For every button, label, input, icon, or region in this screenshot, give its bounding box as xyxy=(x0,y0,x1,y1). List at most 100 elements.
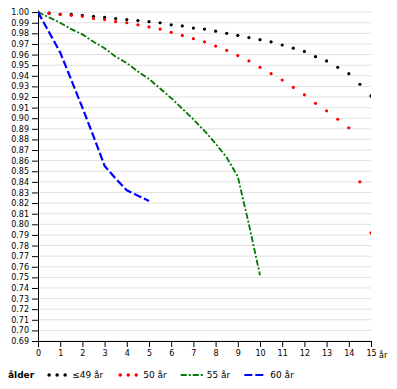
tick: 6 xyxy=(169,341,174,358)
point xyxy=(92,17,95,20)
tick-mark xyxy=(32,86,38,87)
axis-line xyxy=(38,11,39,342)
point xyxy=(192,26,195,29)
tick: 0.78 xyxy=(11,242,38,251)
tick-label: 14 xyxy=(344,349,354,358)
tick: 0.84 xyxy=(11,178,38,187)
tick: 0.93 xyxy=(11,82,38,91)
legend-marker xyxy=(55,373,59,377)
legend-item: 50 år xyxy=(118,370,167,380)
tick-label: 0.84 xyxy=(11,178,29,187)
grid-line xyxy=(38,341,371,342)
legend-item: 60 år xyxy=(244,370,294,380)
tick: 0.91 xyxy=(11,104,38,113)
tick-mark xyxy=(193,341,194,347)
tick-label: 0.95 xyxy=(11,61,29,70)
legend-marker xyxy=(63,373,67,377)
point xyxy=(70,14,73,17)
x-axis: 0123456789101112131415 xyxy=(36,341,377,358)
tick-label: 0.85 xyxy=(11,167,29,176)
point xyxy=(314,102,317,105)
point xyxy=(181,24,184,27)
tick-label: 0.90 xyxy=(11,114,29,123)
tick-mark xyxy=(60,341,61,347)
tick-label: 0.81 xyxy=(11,210,29,219)
tick-label: 0.71 xyxy=(11,316,29,325)
tick-label: 0.74 xyxy=(11,284,29,293)
point xyxy=(258,66,261,69)
point xyxy=(48,12,51,15)
tick-mark xyxy=(32,267,38,268)
tick-label: 0.96 xyxy=(11,51,29,60)
tick: 0.96 xyxy=(11,51,38,60)
point xyxy=(114,20,117,23)
tick-mark xyxy=(149,341,150,347)
tick: 0.83 xyxy=(11,189,38,198)
series-line xyxy=(38,12,149,201)
point xyxy=(336,118,339,121)
tick: 15 xyxy=(366,341,376,358)
point xyxy=(281,78,284,81)
tick-label: 0.80 xyxy=(11,220,29,229)
series xyxy=(38,11,371,235)
tick-label: 0.76 xyxy=(11,263,29,272)
y-axis: 0.690.700.710.720.730.740.750.760.770.78… xyxy=(11,8,38,346)
tick: 1 xyxy=(58,341,63,358)
tick-label: 8 xyxy=(214,349,219,358)
tick: 3 xyxy=(103,341,108,358)
series xyxy=(38,11,371,98)
tick-mark xyxy=(32,65,38,66)
tick-label: 11 xyxy=(278,349,288,358)
tick: 0.86 xyxy=(11,157,38,166)
grid-line xyxy=(38,245,371,246)
tick-mark xyxy=(32,246,38,247)
tick-mark xyxy=(32,182,38,183)
grid-line xyxy=(38,319,371,320)
series xyxy=(38,12,149,201)
tick-label: 0.78 xyxy=(11,242,29,251)
tick: 0.82 xyxy=(11,199,38,208)
point xyxy=(347,72,350,75)
tick-mark xyxy=(32,299,38,300)
marks xyxy=(38,11,371,276)
tick: 9 xyxy=(236,341,241,358)
tick: 12 xyxy=(300,341,310,358)
tick: 0.73 xyxy=(11,295,38,304)
point xyxy=(170,31,173,34)
grid-line xyxy=(38,33,371,34)
tick: 0 xyxy=(36,341,41,358)
tick: 0.94 xyxy=(11,72,38,81)
point xyxy=(292,86,295,89)
point xyxy=(292,47,295,50)
tick-mark xyxy=(32,277,38,278)
tick-mark xyxy=(327,341,328,347)
point xyxy=(203,27,206,30)
grid-line xyxy=(38,171,371,172)
axis-line xyxy=(39,341,372,342)
legend-label: ≤49 år xyxy=(72,370,103,380)
point xyxy=(225,32,228,35)
point xyxy=(369,231,371,234)
legend-marker xyxy=(118,373,122,377)
grid-line xyxy=(38,181,371,182)
tick: 0.89 xyxy=(11,125,38,134)
tick-mark xyxy=(38,341,39,347)
tick: 0.88 xyxy=(11,135,38,144)
legend-item: 55 år xyxy=(181,370,231,380)
tick: 0.92 xyxy=(11,93,38,102)
tick: 0.70 xyxy=(11,326,38,335)
tick-mark xyxy=(216,341,217,347)
point xyxy=(281,43,284,46)
point xyxy=(247,59,250,62)
tick-label: 10 xyxy=(255,349,265,358)
grid-line xyxy=(38,96,371,97)
tick-label: 0.93 xyxy=(11,82,29,91)
grid-line xyxy=(38,139,371,140)
series-line xyxy=(38,12,260,275)
tick-label: 0.99 xyxy=(11,19,29,28)
tick: 0.79 xyxy=(11,231,38,240)
tick-label: 0.77 xyxy=(11,252,29,261)
grid-line xyxy=(38,266,371,267)
tick: 0.81 xyxy=(11,210,38,219)
point xyxy=(314,55,317,58)
